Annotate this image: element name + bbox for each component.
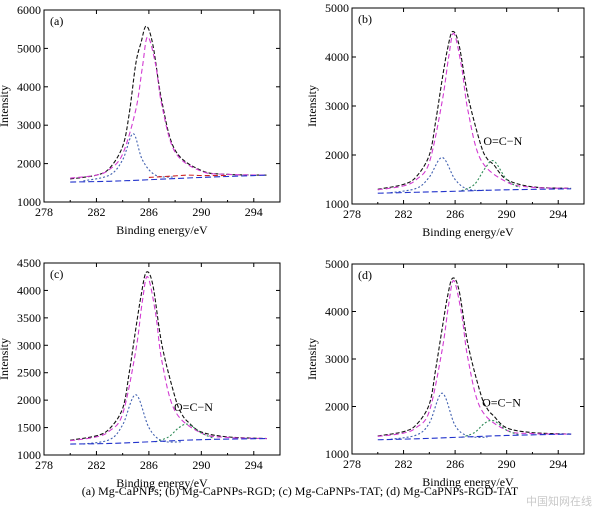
series-envelope (377, 30, 572, 190)
y-tick-label: 1500 (17, 421, 41, 435)
y-axis-label: Intensity (0, 85, 11, 127)
y-tick-label: 5000 (325, 257, 349, 271)
y-tick-label: 3000 (325, 99, 349, 113)
annotation-oc-n: O=C−N (174, 400, 213, 414)
panel-a: 278 282 286 290 294 1000 2000 3000 4000 5000 6000 B… (0, 3, 281, 237)
x-tick-label: 294 (245, 205, 263, 219)
panel-b: 278 282 286 290 294 1000 2000 3000 4000 5000 Bindi… (305, 1, 585, 239)
y-tick-label: 2500 (17, 366, 41, 380)
y-tick-label: 6000 (17, 3, 41, 17)
panel-label: (b) (358, 12, 372, 26)
y-tick-label: 2000 (325, 400, 349, 414)
watermark: 中国知网在线 (526, 495, 592, 508)
series-envelope (377, 277, 572, 437)
plot-frame (43, 9, 281, 203)
series-C-C-component (390, 156, 488, 194)
x-tick-label: 290 (498, 207, 516, 221)
series-main-peak-fit (70, 36, 267, 179)
x-axis-label: Binding energy/eV (116, 476, 208, 490)
series-background (70, 437, 267, 445)
y-tick-label: 4500 (17, 256, 41, 270)
series-main-peak-fit (377, 280, 572, 437)
y-tick-label: 3500 (17, 311, 41, 325)
y-axis-label: Intensity (0, 338, 11, 380)
x-tick-label: 290 (192, 205, 210, 219)
x-tick-label: 282 (87, 458, 105, 472)
y-tick-label: 4000 (17, 283, 41, 297)
series-C-C-component (390, 392, 488, 440)
y-tick-label: 5000 (325, 1, 349, 15)
y-tick-label: 2000 (17, 393, 41, 407)
x-tick-label: 286 (140, 458, 158, 472)
x-tick-label: 282 (395, 207, 413, 221)
series-C-C-component (83, 133, 176, 182)
plot-frame (43, 262, 281, 456)
series-main-peak-fit (377, 32, 572, 191)
panel-label: (d) (358, 268, 372, 282)
series-envelope (70, 271, 267, 441)
x-tick-label: 286 (446, 457, 464, 471)
x-tick-label: 294 (245, 458, 263, 472)
y-tick-label: 1000 (17, 195, 41, 209)
x-tick-label: 278 (343, 457, 361, 471)
annotation-oc-n: O=C−N (483, 134, 522, 148)
series-O=C-N-component (155, 423, 215, 443)
panel-label: (c) (50, 267, 63, 281)
y-axis-label: Intensity (305, 338, 319, 380)
x-tick-label: 294 (549, 207, 567, 221)
series-C-C-component (83, 394, 182, 445)
series-C=O-component (148, 174, 228, 178)
plot-frame (351, 7, 585, 205)
series-O=C-N-component (461, 419, 520, 438)
series-background (70, 174, 267, 183)
series-background (377, 433, 572, 441)
x-tick-label: 286 (140, 205, 158, 219)
series-envelope (70, 25, 267, 180)
x-tick-label: 278 (35, 458, 53, 472)
y-axis-label: Intensity (305, 85, 319, 127)
x-tick-label: 290 (498, 457, 516, 471)
y-tick-label: 3000 (325, 352, 349, 366)
panel-label: (a) (50, 14, 63, 28)
y-tick-label: 3000 (17, 118, 41, 132)
y-tick-label: 5000 (17, 41, 41, 55)
x-axis-label: Binding energy/eV (422, 225, 514, 239)
y-tick-label: 1000 (325, 447, 349, 461)
series-O=C-N-component (461, 160, 520, 192)
x-tick-label: 278 (35, 205, 53, 219)
series-background (377, 188, 572, 194)
y-tick-label: 4000 (325, 50, 349, 64)
panel-c: 278 282 286 290 294 1000 1500 2000 2500 3000 3500 4… (0, 256, 281, 490)
x-axis-label: Binding energy/eV (116, 223, 208, 237)
x-tick-label: 286 (446, 207, 464, 221)
x-axis-label: Binding energy/eV (422, 475, 514, 489)
y-tick-label: 4000 (17, 80, 41, 94)
y-tick-label: 3000 (17, 338, 41, 352)
panel-d: 278 282 286 290 294 1000 2000 3000 4000 5000 Bindi… (305, 257, 585, 489)
series-main-peak-fit (70, 276, 267, 442)
x-tick-label: 278 (343, 207, 361, 221)
y-tick-label: 1000 (325, 197, 349, 211)
x-tick-label: 290 (192, 458, 210, 472)
annotation-oc-n: O=C−N (482, 396, 521, 410)
x-tick-label: 282 (395, 457, 413, 471)
y-tick-label: 2000 (17, 157, 41, 171)
y-tick-label: 2000 (325, 148, 349, 162)
y-tick-label: 1000 (17, 448, 41, 462)
x-tick-label: 294 (549, 457, 567, 471)
x-tick-label: 282 (87, 205, 105, 219)
figure-caption: (a) Mg-CaPNPs; (b) Mg-CaPNPs-RGD; (c) Mg… (81, 484, 519, 498)
y-tick-label: 4000 (325, 305, 349, 319)
